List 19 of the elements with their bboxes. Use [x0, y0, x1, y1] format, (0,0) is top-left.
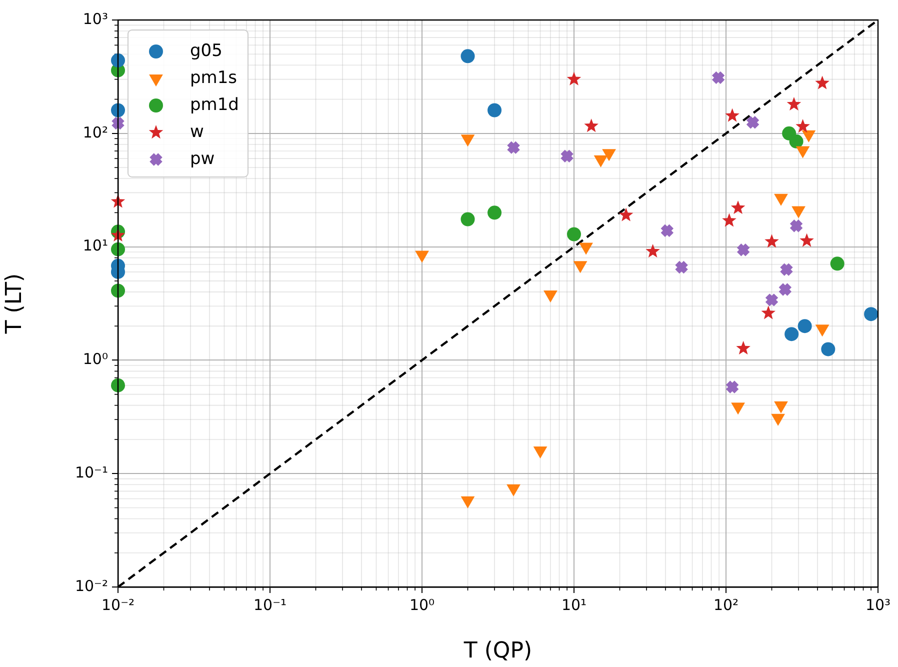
x-tick-label: 10² [713, 596, 739, 614]
y-tick-label: 10⁰ [82, 350, 108, 368]
y-tick-label: 10³ [82, 10, 108, 28]
legend-label: pm1d [190, 94, 239, 115]
y-tick-label: 10⁻¹ [74, 463, 108, 482]
legend-label: g05 [190, 40, 222, 61]
x-tick-label: 10⁻¹ [253, 596, 287, 614]
legend-label: w [190, 122, 204, 142]
legend-label: pw [190, 148, 215, 169]
x-tick-label: 10⁰ [409, 596, 435, 614]
y-axis-title: T (LT) [2, 273, 27, 335]
x-tick-label: 10⁻² [101, 596, 135, 614]
y-tick-label: 10⁻² [74, 576, 108, 595]
y-tick-label: 10¹ [82, 236, 108, 255]
legend-label: pm1s [190, 68, 238, 88]
x-tick-label: 10³ [865, 596, 891, 614]
x-tick-label: 10¹ [561, 596, 587, 614]
x-axis-title: T (QP) [462, 638, 532, 664]
y-tick-label: 10² [82, 123, 108, 142]
